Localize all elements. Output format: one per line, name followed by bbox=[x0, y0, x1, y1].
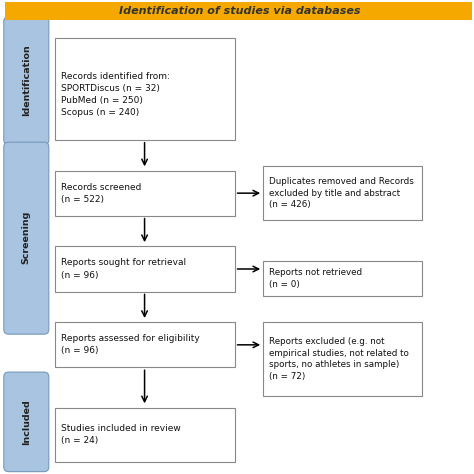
Text: Identification: Identification bbox=[22, 45, 31, 117]
Text: Studies included in review
(n = 24): Studies included in review (n = 24) bbox=[61, 424, 181, 446]
FancyBboxPatch shape bbox=[5, 2, 472, 20]
Text: Identification of studies via databases: Identification of studies via databases bbox=[118, 6, 360, 16]
FancyBboxPatch shape bbox=[4, 142, 49, 334]
Text: Included: Included bbox=[22, 399, 31, 445]
FancyBboxPatch shape bbox=[55, 322, 235, 367]
FancyBboxPatch shape bbox=[263, 322, 422, 396]
FancyBboxPatch shape bbox=[55, 246, 235, 292]
Text: Records screened
(n = 522): Records screened (n = 522) bbox=[61, 182, 142, 204]
FancyBboxPatch shape bbox=[4, 17, 49, 145]
FancyBboxPatch shape bbox=[4, 372, 49, 472]
FancyBboxPatch shape bbox=[263, 166, 422, 220]
Text: Screening: Screening bbox=[22, 210, 31, 264]
Text: Reports excluded (e.g. not
empirical studies, not related to
sports, no athletes: Reports excluded (e.g. not empirical stu… bbox=[269, 337, 409, 381]
FancyBboxPatch shape bbox=[263, 261, 422, 296]
Text: Reports sought for retrieval
(n = 96): Reports sought for retrieval (n = 96) bbox=[61, 258, 186, 280]
FancyBboxPatch shape bbox=[55, 408, 235, 462]
Text: Reports not retrieved
(n = 0): Reports not retrieved (n = 0) bbox=[269, 268, 362, 289]
FancyBboxPatch shape bbox=[55, 38, 235, 140]
Text: Reports assessed for eligibility
(n = 96): Reports assessed for eligibility (n = 96… bbox=[61, 334, 200, 356]
FancyBboxPatch shape bbox=[55, 171, 235, 216]
Text: Records identified from:
SPORTDiscus (n = 32)
PubMed (n = 250)
Scopus (n = 240): Records identified from: SPORTDiscus (n … bbox=[61, 72, 170, 117]
Text: Duplicates removed and Records
excluded by title and abstract
(n = 426): Duplicates removed and Records excluded … bbox=[269, 177, 414, 210]
